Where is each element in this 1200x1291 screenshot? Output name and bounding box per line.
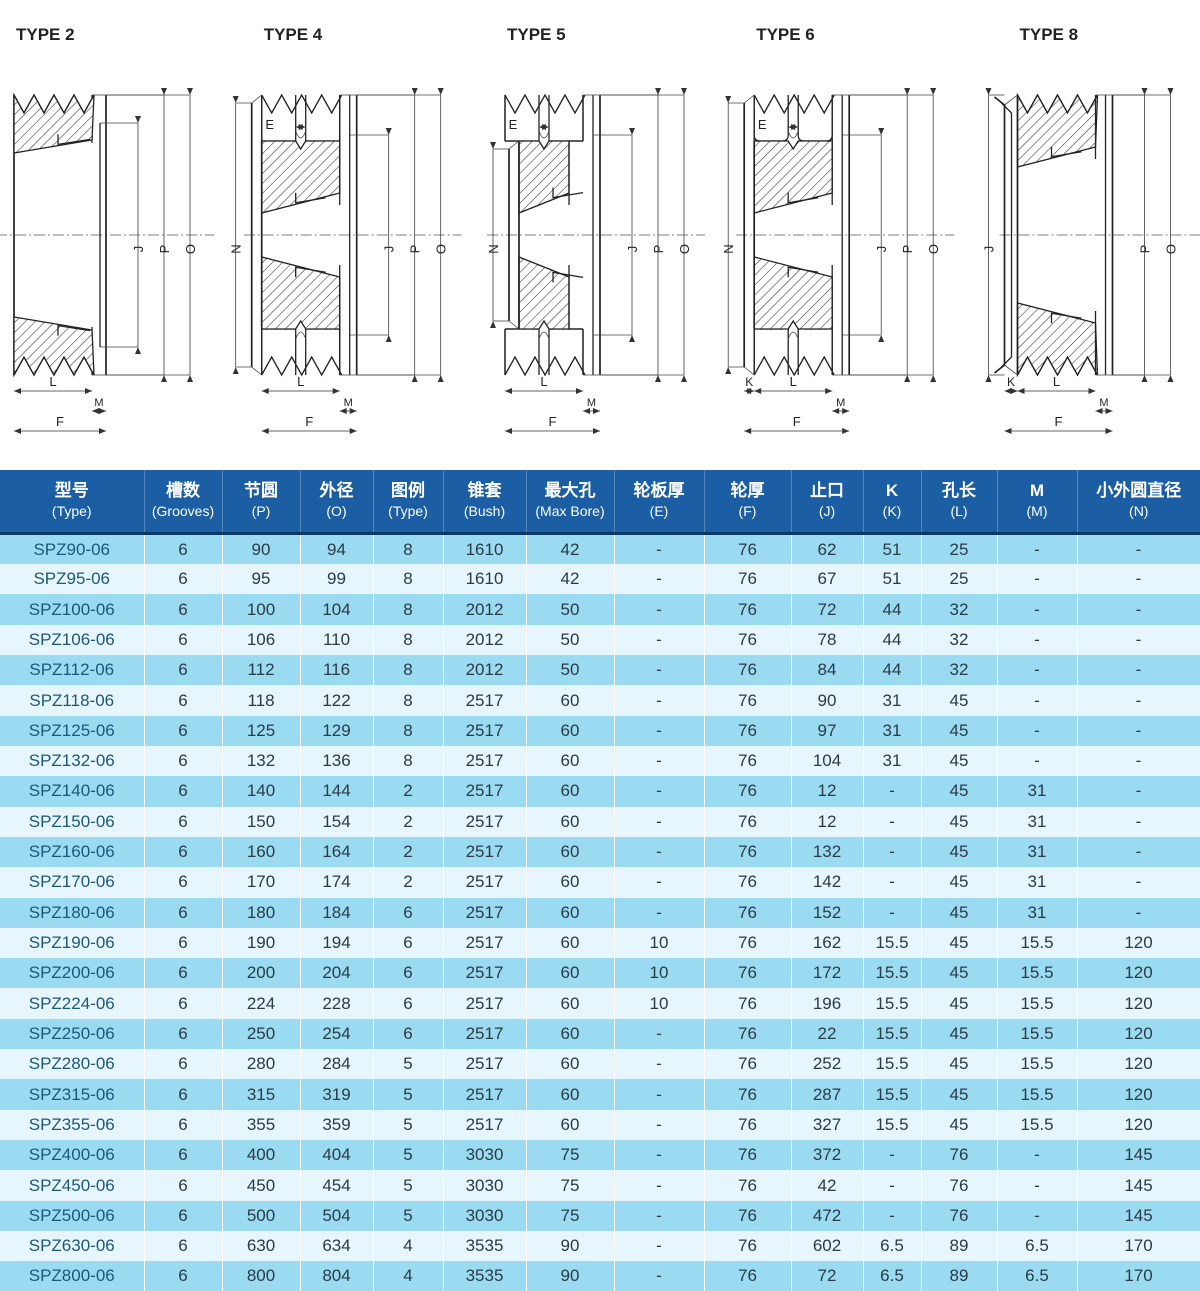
svg-text:P: P — [1138, 245, 1153, 254]
svg-text:J: J — [382, 246, 397, 253]
svg-text:P: P — [408, 245, 423, 254]
svg-text:L: L — [49, 374, 56, 389]
svg-text:J: J — [874, 246, 889, 253]
svg-text:N: N — [721, 244, 736, 253]
svg-text:TYPE 8: TYPE 8 — [1020, 25, 1079, 44]
svg-text:F: F — [549, 414, 557, 429]
svg-text:M: M — [344, 397, 353, 409]
svg-text:E: E — [758, 117, 767, 132]
svg-text:L: L — [1053, 374, 1060, 389]
svg-text:TYPE 5: TYPE 5 — [507, 25, 566, 44]
svg-text:K: K — [745, 375, 753, 389]
svg-text:P: P — [157, 245, 172, 254]
svg-text:E: E — [509, 117, 518, 132]
svg-text:L: L — [297, 374, 304, 389]
svg-text:O: O — [1164, 244, 1179, 254]
svg-text:F: F — [305, 414, 313, 429]
svg-text:M: M — [1099, 397, 1108, 409]
svg-text:F: F — [793, 414, 801, 429]
svg-text:TYPE 6: TYPE 6 — [756, 25, 815, 44]
svg-text:F: F — [1055, 414, 1063, 429]
svg-text:F: F — [56, 414, 64, 429]
svg-text:M: M — [94, 397, 103, 409]
svg-text:M: M — [836, 397, 845, 409]
svg-text:N: N — [486, 244, 501, 253]
svg-text:J: J — [625, 246, 640, 253]
svg-text:N: N — [229, 244, 244, 253]
svg-text:L: L — [540, 374, 547, 389]
svg-text:P: P — [651, 245, 666, 254]
svg-text:M: M — [587, 397, 596, 409]
svg-text:J: J — [982, 246, 997, 253]
svg-text:K: K — [1007, 375, 1015, 389]
svg-text:O: O — [183, 244, 198, 254]
svg-text:J: J — [131, 246, 146, 253]
svg-text:E: E — [265, 117, 274, 132]
svg-text:O: O — [434, 244, 449, 254]
svg-text:L: L — [790, 374, 797, 389]
svg-text:P: P — [900, 245, 915, 254]
svg-text:O: O — [926, 244, 941, 254]
svg-text:O: O — [677, 244, 692, 254]
svg-text:TYPE 4: TYPE 4 — [264, 25, 323, 44]
svg-text:TYPE 2: TYPE 2 — [16, 25, 75, 44]
